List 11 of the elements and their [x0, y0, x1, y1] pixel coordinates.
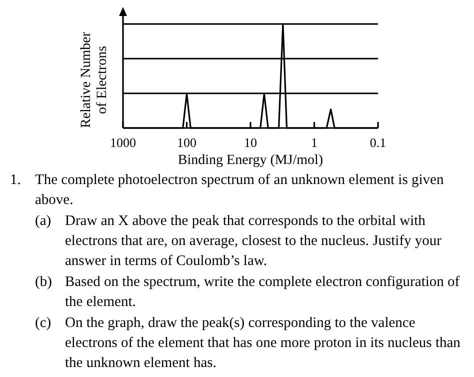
- x-tick-label: 1: [311, 135, 318, 150]
- x-axis-title: Binding Energy (MJ/mol): [178, 153, 324, 168]
- y-axis-title: Relative Number of Electrons: [79, 32, 110, 128]
- text: (a) Draw an X above the peak that corresponds to the orbital with electrons that are, on average, closest to the nucleus. Justify your answer in terms of Coulomb’s law.: [35, 212, 442, 271]
- x-tick-label: 10: [244, 135, 257, 150]
- text: 1. The complete photoelectron spectrum of an unknown element is given above.: [10, 171, 445, 210]
- text: (c) On the graph, draw the peak(s) corresponding to the valence electrons of the element that has one more proton in its nucleus than the unknown element has.: [35, 314, 462, 373]
- text: (b) Based on the spectrum, write the complete electron configuration of the element.: [35, 273, 461, 312]
- x-tick-label: 1000: [110, 135, 136, 150]
- x-tick-label: 100: [177, 135, 196, 150]
- x-tick-label: 0.1: [370, 135, 386, 150]
